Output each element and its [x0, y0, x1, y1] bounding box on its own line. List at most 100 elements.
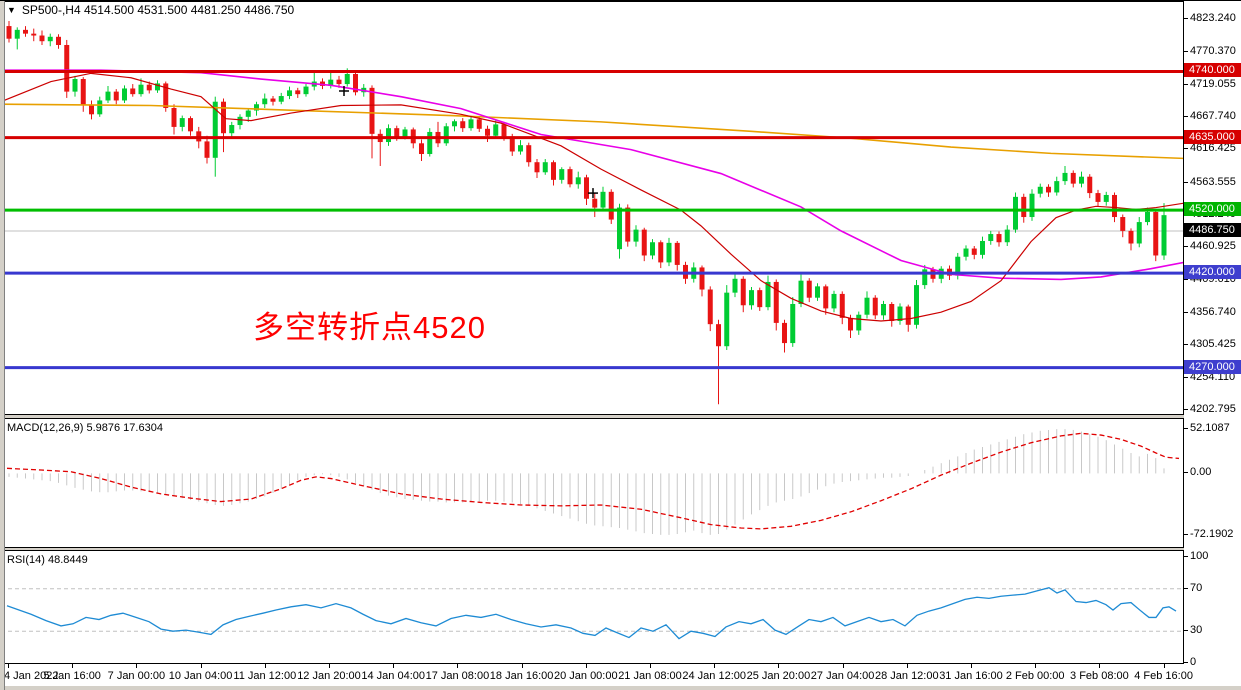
candle-body	[443, 126, 449, 144]
price-tick-label: 4202.795	[1190, 403, 1236, 415]
candle-body	[262, 98, 268, 105]
candle-body	[534, 162, 540, 173]
candle-body	[1079, 176, 1084, 184]
time-axis-tick	[200, 664, 202, 668]
candle-body	[80, 79, 86, 106]
candle-body	[757, 290, 763, 308]
candle-body	[773, 281, 779, 323]
price-tick-label: 4719.055	[1190, 77, 1236, 90]
symbol-dropdown-icon[interactable]: ▼	[7, 5, 16, 15]
rsi-tick-label: 30	[1190, 624, 1203, 637]
candle-body	[518, 145, 523, 152]
candle-body	[1004, 229, 1010, 243]
candle-body	[666, 242, 672, 263]
candle-body	[1112, 194, 1117, 218]
candle-body	[468, 119, 474, 129]
candle-body	[707, 289, 713, 325]
candle-body	[922, 269, 928, 286]
time-tick-label: 7 Jan 00:00	[107, 670, 166, 682]
candle-body	[130, 88, 136, 95]
candle-body	[971, 248, 977, 255]
candle-body	[765, 281, 771, 308]
candle-body	[625, 207, 631, 242]
level-price-badge: 4635.000	[1184, 129, 1241, 144]
candle-body	[113, 91, 119, 101]
ma-mid-magenta	[1, 69, 1183, 281]
candlestick-chart[interactable]	[1, 2, 1183, 414]
time-tick-label: 4 Feb 16:00	[1134, 670, 1193, 682]
rsi-panel[interactable]: RSI(14) 48.8449	[0, 550, 1184, 664]
panel-separator[interactable]	[0, 415, 1241, 418]
candle-body	[740, 278, 746, 306]
candle-body	[501, 124, 507, 137]
candle-body	[394, 128, 400, 137]
candle-body	[790, 303, 796, 344]
candle-body	[955, 256, 961, 276]
macd-tick-label: -72.1902	[1190, 528, 1234, 540]
time-tick-label: 12 Jan 20:00	[297, 670, 361, 682]
time-axis-tick	[329, 664, 330, 668]
candle-body	[584, 177, 589, 199]
macd-panel[interactable]: MACD(12,26,9) 5.9876 17.6304	[0, 418, 1184, 548]
candle-body	[485, 128, 490, 136]
time-axis-tick	[457, 664, 459, 668]
price-tick-label: 4667.740	[1190, 109, 1236, 122]
candle-body	[163, 83, 169, 109]
time-tick-label: 27 Jan 04:00	[810, 670, 875, 682]
candle-body	[674, 242, 680, 265]
time-tick-label: 3 Feb 08:00	[1070, 670, 1129, 682]
time-tick-label: 28 Jan 12:00	[874, 670, 939, 682]
price-tick-label: 4356.740	[1190, 305, 1236, 318]
candle-body	[287, 90, 292, 97]
panel-separator[interactable]	[0, 548, 1241, 550]
macd-tick-label: 0.00	[1190, 466, 1212, 479]
candle-body	[963, 248, 969, 257]
candle-body	[229, 125, 235, 134]
macd-chart	[6, 429, 1180, 535]
time-tick-label: 24 Jan 12:00	[682, 670, 746, 682]
candle-body	[105, 91, 111, 101]
candle-body	[23, 29, 28, 34]
candle-body	[402, 129, 408, 137]
candle-body	[575, 177, 581, 185]
candle-body	[881, 303, 886, 316]
candle-body	[64, 44, 70, 92]
candle-body	[369, 87, 375, 134]
candle-body	[155, 83, 160, 91]
candle-body	[897, 306, 903, 322]
candle-body	[831, 293, 837, 309]
candle-body	[889, 303, 895, 322]
axis-tick	[1184, 115, 1188, 117]
axis-tick	[1184, 556, 1188, 557]
window-bottom-edge	[0, 686, 1241, 690]
time-axis-tick	[72, 664, 74, 668]
candle-body	[328, 79, 334, 86]
axis-tick	[1184, 428, 1188, 429]
candle-body	[617, 207, 622, 250]
axis-tick	[1184, 344, 1188, 346]
candle-body	[171, 108, 177, 127]
price-tick-label: 4563.555	[1190, 175, 1236, 188]
time-tick-label: 2 Feb 00:00	[1005, 670, 1065, 682]
candle-body	[1128, 230, 1134, 244]
candle-body	[295, 90, 301, 95]
price-axis[interactable]	[1184, 1, 1241, 664]
main-price-panel[interactable]	[0, 1, 1184, 415]
candle-body	[905, 306, 911, 325]
candle-body	[724, 292, 730, 347]
candle-body	[559, 169, 565, 180]
candle-body	[122, 88, 127, 101]
candle-body	[1145, 211, 1150, 223]
time-axis-tick	[906, 664, 908, 668]
candle-body	[1103, 194, 1109, 202]
chart-text-annotation: 多空转折点4520	[253, 310, 486, 345]
candle-body	[1037, 186, 1043, 194]
time-axis[interactable]: 4 Jan 2022 5 Jan 16:00 7 Jan 00:00 10 Jan 0…	[0, 664, 1241, 686]
candle-body	[344, 73, 350, 85]
price-tick-label: 4823.240	[1190, 12, 1236, 24]
axis-tick	[1184, 587, 1188, 589]
candle-body	[1161, 215, 1167, 256]
candle-body	[270, 98, 276, 102]
axis-tick	[1184, 148, 1188, 150]
candle-body	[386, 128, 391, 143]
